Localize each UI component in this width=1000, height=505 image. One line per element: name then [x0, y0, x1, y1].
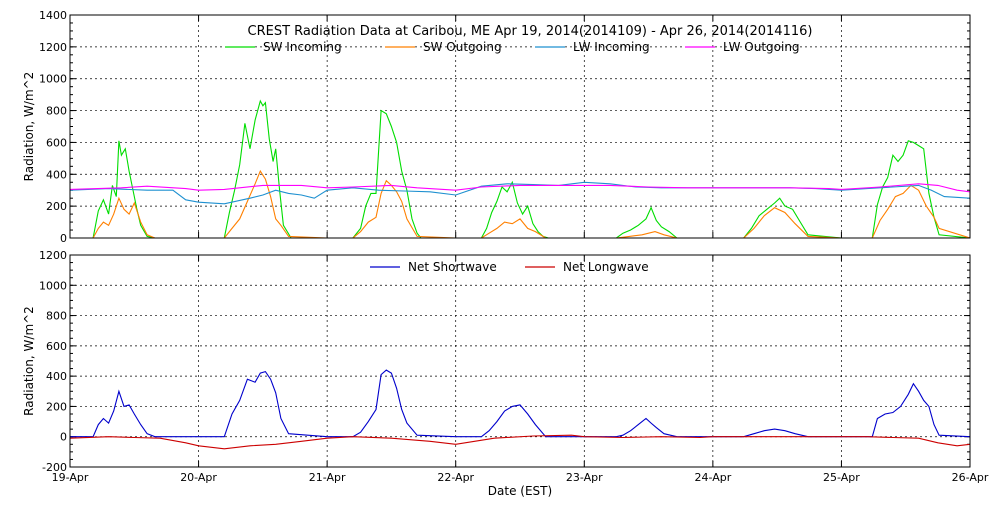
y-tick-label: 800	[46, 105, 67, 118]
y-tick-label: 400	[46, 370, 67, 383]
x-tick-label: 25-Apr	[823, 471, 860, 484]
legend-label-sw-incoming: SW Incoming	[263, 40, 342, 54]
y-tick-label: 400	[46, 168, 67, 181]
x-tick-label: 26-Apr	[952, 471, 989, 484]
y-tick-label: 1400	[39, 9, 67, 22]
y-tick-label: 800	[46, 310, 67, 323]
x-tick-label: 21-Apr	[309, 471, 346, 484]
y-tick-label: 200	[46, 200, 67, 213]
x-tick-label: 24-Apr	[694, 471, 731, 484]
plot-frame	[69, 14, 971, 239]
legend-label-net-shortwave: Net Shortwave	[408, 260, 497, 274]
series-line-lw-outgoing	[70, 183, 970, 193]
y-tick-label: 0	[60, 232, 67, 245]
series-line-sw-incoming	[70, 99, 970, 238]
chart-panel-1: 0 200 400 600 800 1000 1200 1400 Radiation, W/m^…	[22, 9, 971, 245]
y-tick-label: 600	[46, 136, 67, 149]
x-tick-label: 19-Apr	[52, 471, 89, 484]
chart-panel-2: -200 0 200 400 600 800 1000 1200 19-Apr 20-Apr 21-…	[22, 249, 989, 484]
series-line-lw-incoming	[70, 181, 970, 205]
series-line-sw-outgoing	[70, 169, 970, 238]
series-line-net-longwave	[70, 434, 970, 450]
y-tick-label: -200	[42, 461, 67, 474]
x-tick-label: 22-Apr	[437, 471, 474, 484]
legend-label-lw-incoming: LW Incoming	[573, 40, 650, 54]
y-tick-label: 1000	[39, 73, 67, 86]
x-tick-label: 23-Apr	[566, 471, 603, 484]
legend-label-sw-outgoing: SW Outgoing	[423, 40, 502, 54]
legend-label-lw-outgoing: LW Outgoing	[723, 40, 800, 54]
y-tick-label: 200	[46, 400, 67, 413]
x-tick-label: 20-Apr	[180, 471, 217, 484]
legend-label-net-longwave: Net Longwave	[563, 260, 649, 274]
y-axis-title: Radiation, W/m^2	[22, 306, 36, 416]
plot-frame	[69, 254, 971, 468]
y-tick-label: 0	[60, 431, 67, 444]
y-tick-label: 1000	[39, 279, 67, 292]
chart-title: CREST Radiation Data at Caribou, ME Apr …	[248, 24, 813, 39]
y-tick-label: 1200	[39, 249, 67, 262]
x-axis-title: Date (EST)	[488, 484, 552, 498]
y-tick-label: 1200	[39, 41, 67, 54]
y-axis-title: Radiation, W/m^2	[22, 72, 36, 182]
y-tick-label: 600	[46, 340, 67, 353]
